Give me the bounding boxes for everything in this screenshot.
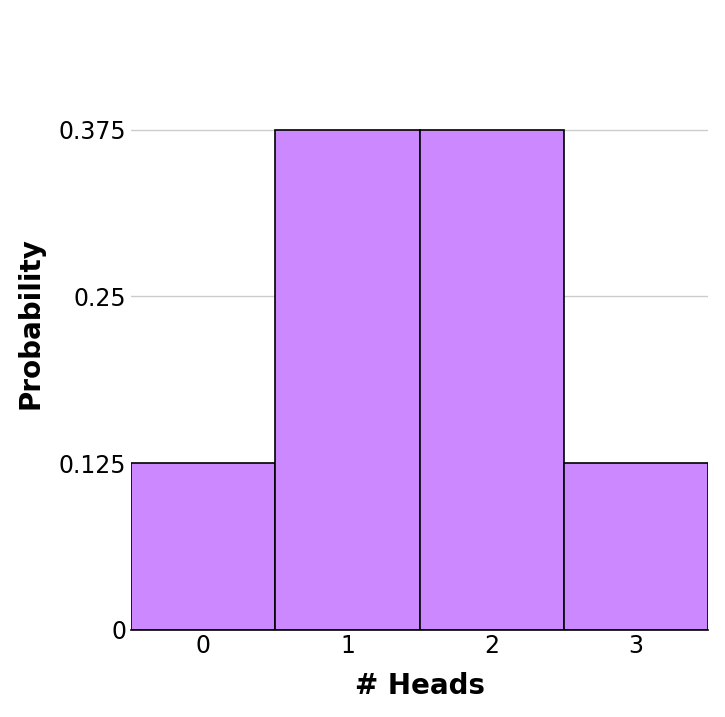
Y-axis label: Probability: Probability — [17, 237, 45, 409]
X-axis label: # Heads: # Heads — [355, 673, 485, 701]
Bar — [276, 130, 420, 630]
Bar — [564, 463, 708, 630]
Bar — [131, 463, 276, 630]
Bar — [420, 130, 564, 630]
